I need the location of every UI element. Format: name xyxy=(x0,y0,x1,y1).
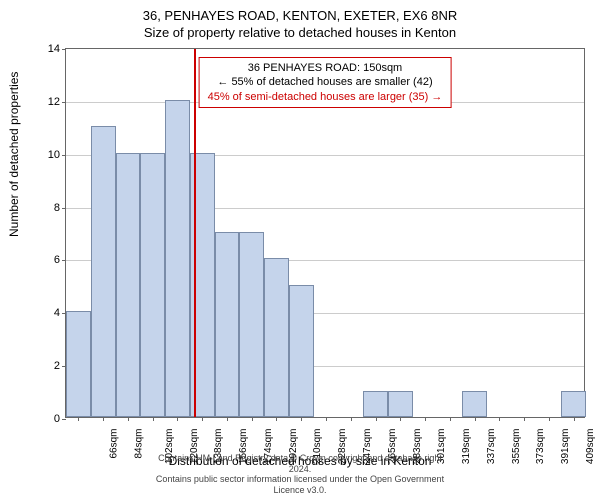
chart-area: 36 PENHAYES ROAD: 150sqm ← 55% of detach… xyxy=(65,48,585,418)
y-tick-mark xyxy=(62,208,66,209)
x-tick-mark xyxy=(499,417,500,421)
x-tick-mark xyxy=(202,417,203,421)
footer-line-1: Contains HM Land Registry data © Crown c… xyxy=(150,453,450,475)
footer-line-2: Contains public sector information licen… xyxy=(150,474,450,496)
info-line-3: 45% of semi-detached houses are larger (… xyxy=(208,90,443,104)
x-tick-mark xyxy=(78,417,79,421)
x-tick-label: 84sqm xyxy=(130,429,145,459)
x-tick-label: 355sqm xyxy=(507,429,522,465)
x-tick-label: 373sqm xyxy=(531,429,546,465)
bar xyxy=(165,100,190,417)
x-tick-mark xyxy=(128,417,129,421)
x-tick-mark xyxy=(450,417,451,421)
x-tick-mark xyxy=(177,417,178,421)
bar xyxy=(215,232,240,417)
info-line-1: 36 PENHAYES ROAD: 150sqm xyxy=(208,61,443,75)
bar xyxy=(363,391,388,417)
x-tick-mark xyxy=(574,417,575,421)
bar xyxy=(116,153,141,417)
x-tick-label: 66sqm xyxy=(105,429,120,459)
x-tick-mark xyxy=(425,417,426,421)
info-box: 36 PENHAYES ROAD: 150sqm ← 55% of detach… xyxy=(199,57,452,108)
y-tick-mark xyxy=(62,49,66,50)
x-tick-mark xyxy=(351,417,352,421)
x-tick-mark xyxy=(400,417,401,421)
x-tick-mark xyxy=(227,417,228,421)
x-tick-mark xyxy=(276,417,277,421)
x-tick-mark xyxy=(153,417,154,421)
bar xyxy=(289,285,314,417)
x-tick-label: 409sqm xyxy=(581,429,596,465)
bar xyxy=(264,258,289,417)
bar xyxy=(388,391,413,417)
bar xyxy=(140,153,165,417)
bar xyxy=(239,232,264,417)
x-tick-mark xyxy=(549,417,550,421)
bar xyxy=(91,126,116,417)
x-tick-mark xyxy=(376,417,377,421)
x-tick-label: 319sqm xyxy=(457,429,472,465)
x-tick-mark xyxy=(301,417,302,421)
bar xyxy=(462,391,487,417)
x-tick-label: 391sqm xyxy=(556,429,571,465)
footer: Contains HM Land Registry data © Crown c… xyxy=(150,453,450,496)
x-tick-mark xyxy=(252,417,253,421)
page-subtitle: Size of property relative to detached ho… xyxy=(0,23,600,40)
info-line-2: ← 55% of detached houses are smaller (42… xyxy=(208,75,443,89)
x-tick-mark xyxy=(103,417,104,421)
x-tick-mark xyxy=(524,417,525,421)
marker-line xyxy=(194,49,196,417)
x-tick-mark xyxy=(475,417,476,421)
y-tick-mark xyxy=(62,102,66,103)
y-axis-label: Number of detached properties xyxy=(7,72,21,237)
y-tick-mark xyxy=(62,260,66,261)
bar xyxy=(66,311,91,417)
x-tick-label: 337sqm xyxy=(482,429,497,465)
x-tick-mark xyxy=(326,417,327,421)
y-tick-mark xyxy=(62,419,66,420)
y-tick-mark xyxy=(62,155,66,156)
bar xyxy=(561,391,586,417)
page-title: 36, PENHAYES ROAD, KENTON, EXETER, EX6 8… xyxy=(0,0,600,23)
